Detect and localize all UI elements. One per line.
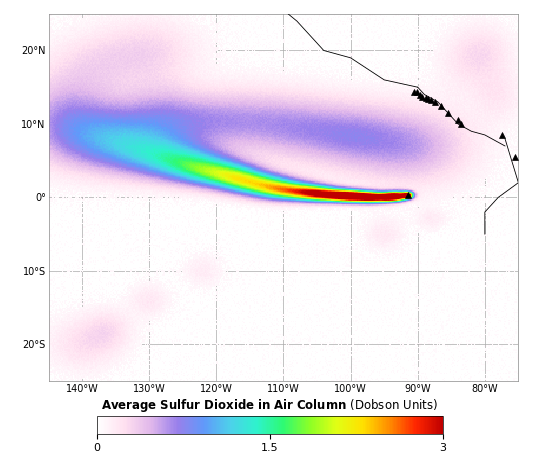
Title: $\mathbf{Average\ Sulfur\ Dioxide\ in\ Air\ Column}$ $\rm{(Dobson\ Units)}$: $\mathbf{Average\ Sulfur\ Dioxide\ in\ A…	[102, 397, 438, 414]
